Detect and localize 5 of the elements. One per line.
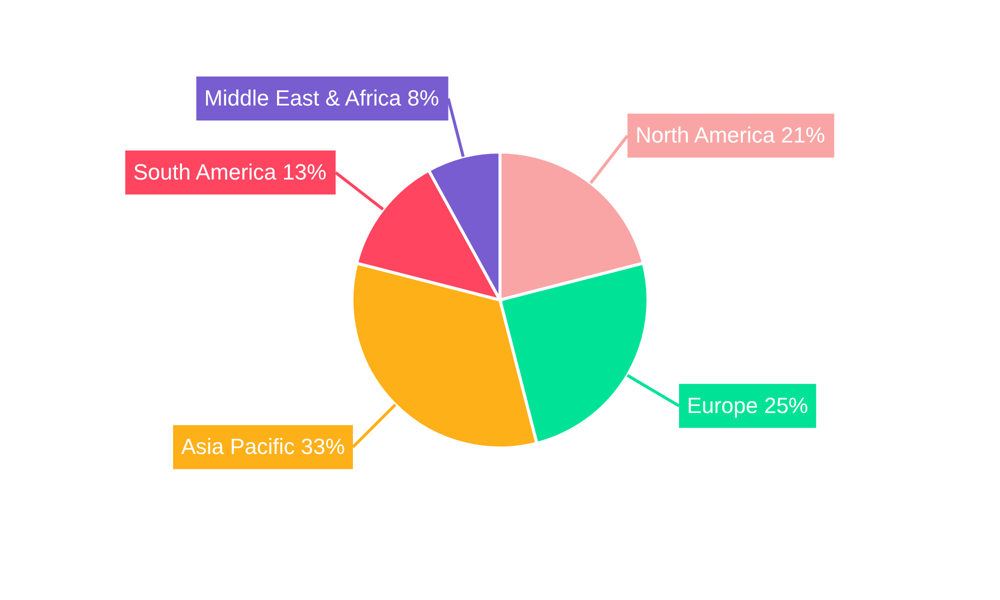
slice-label: Middle East & Africa 8% (204, 86, 440, 111)
slice-label: Asia Pacific 33% (181, 434, 345, 460)
slice-label: South America 13% (133, 160, 326, 185)
slice-label: North America 21% (635, 122, 826, 148)
slice-label: Europe 25% (687, 392, 808, 418)
